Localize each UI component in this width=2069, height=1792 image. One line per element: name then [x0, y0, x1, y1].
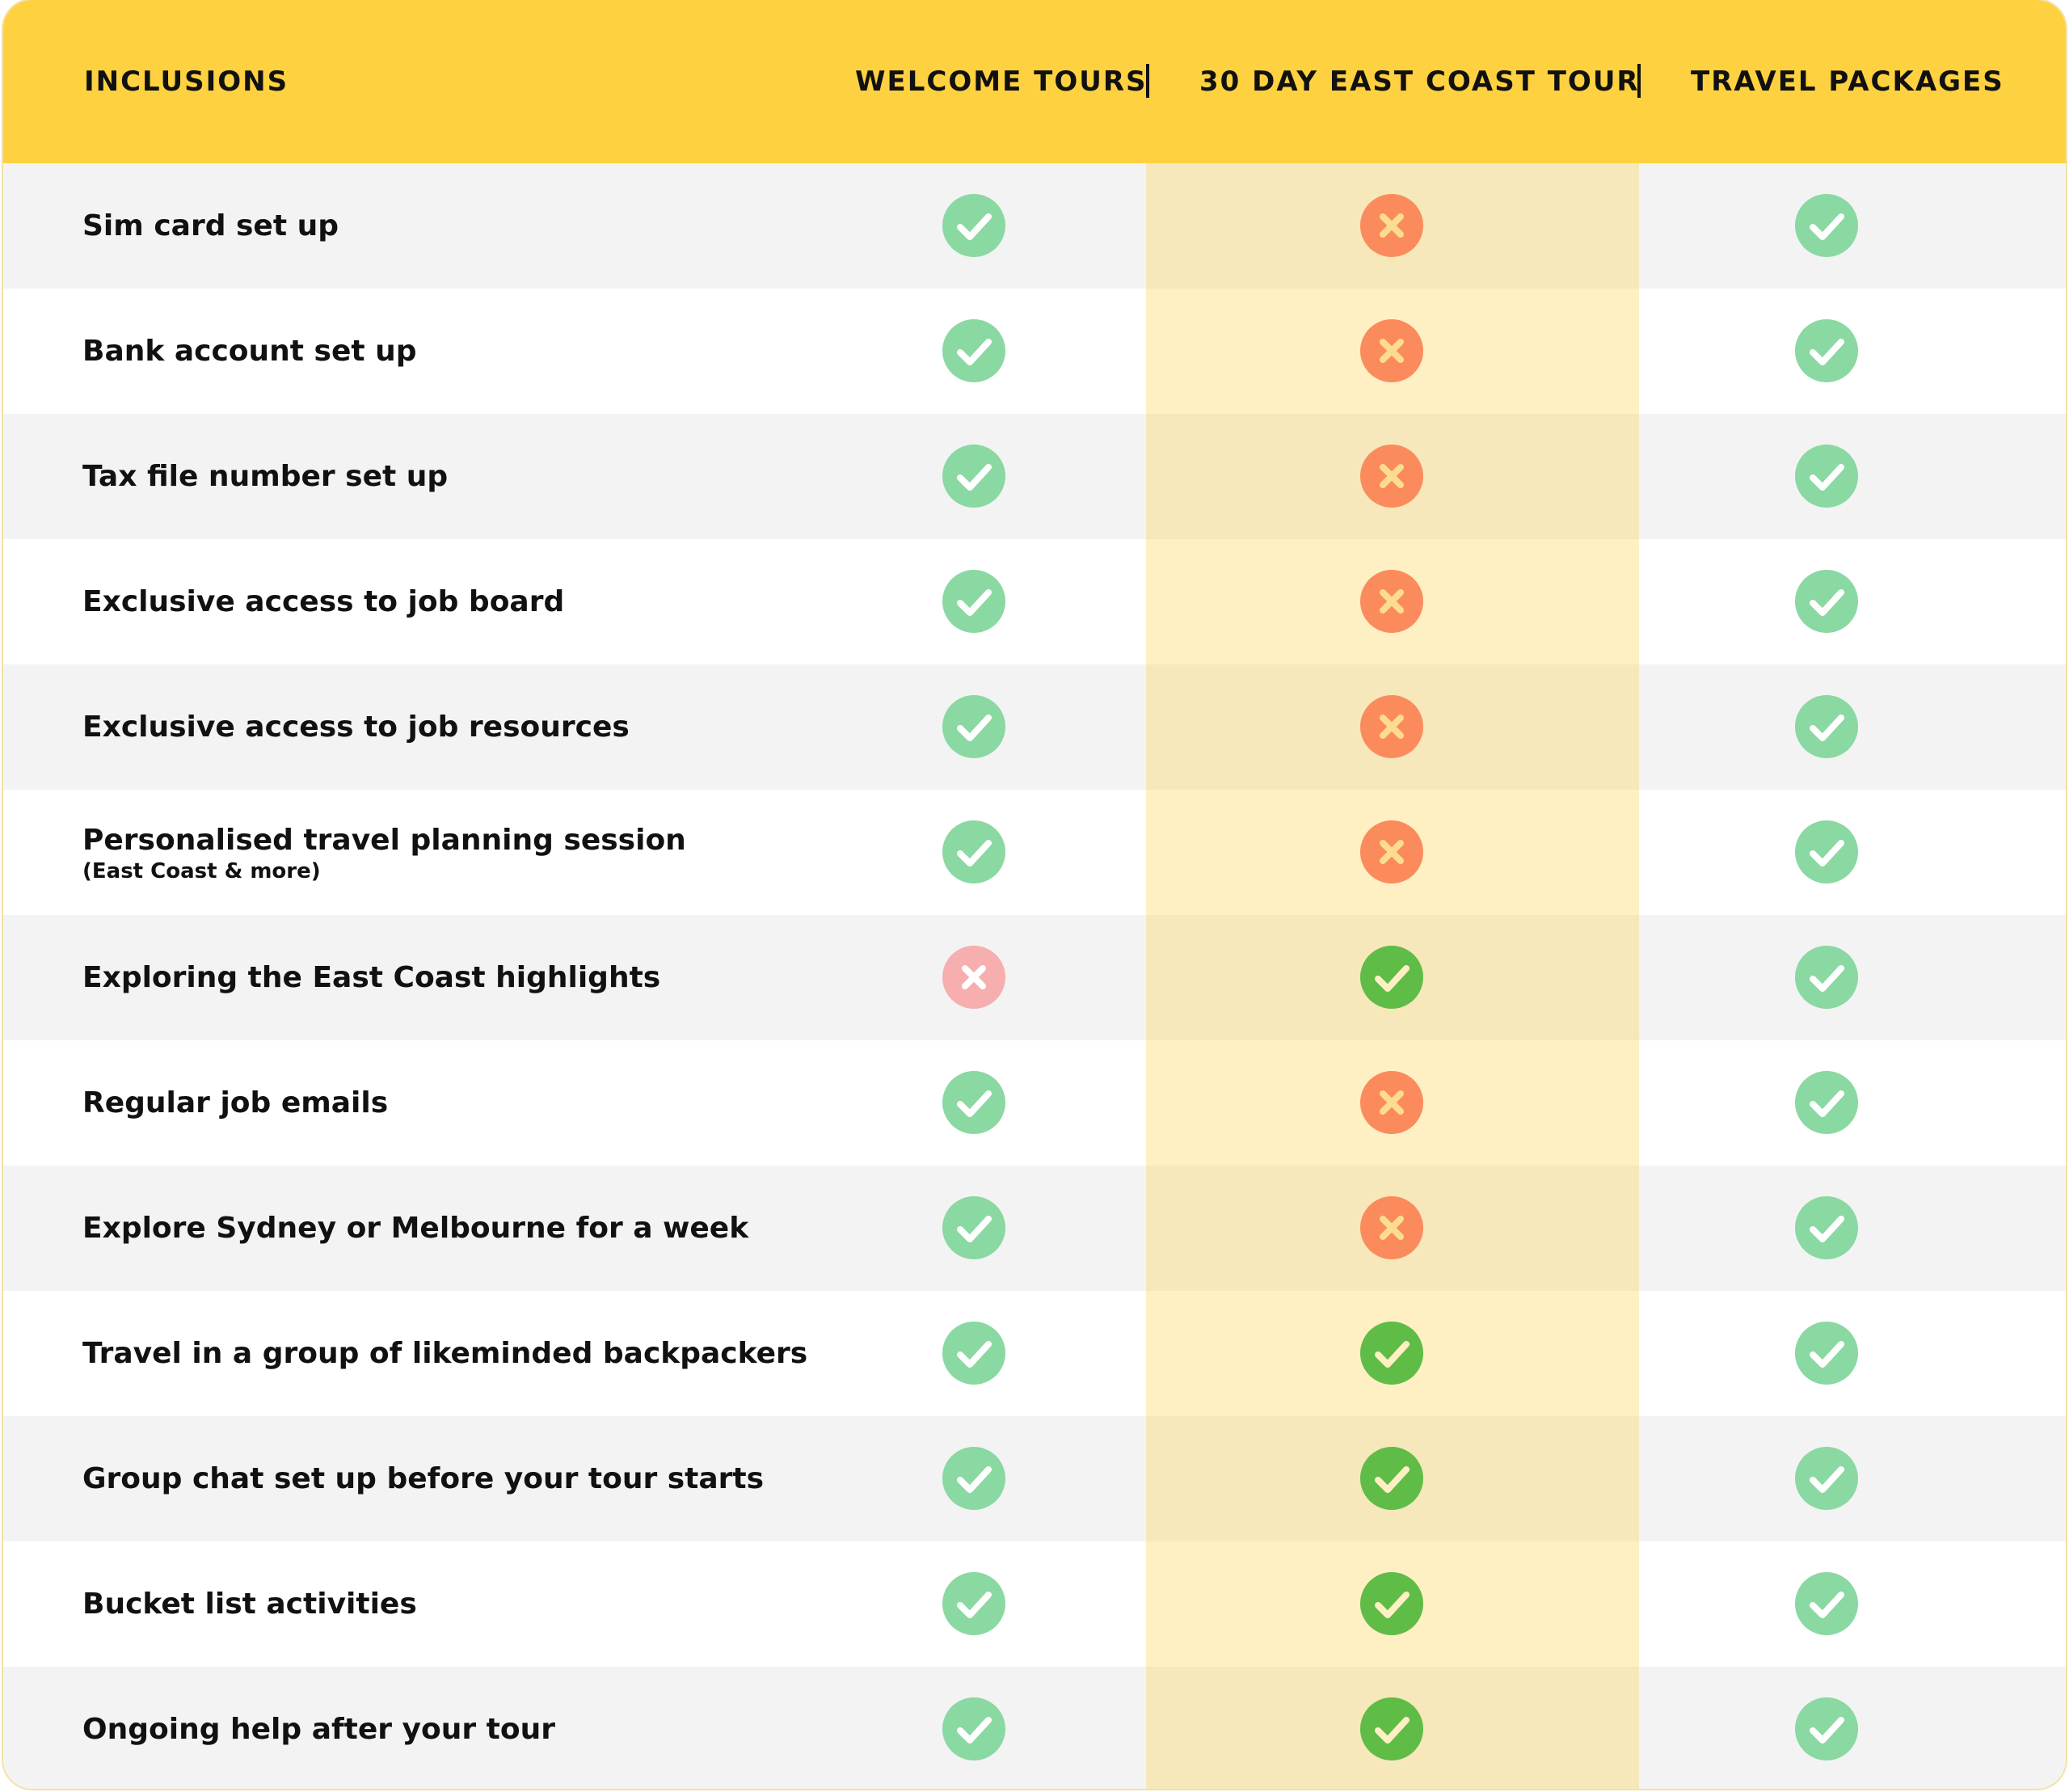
inclusion-name: Exclusive access to job resources — [82, 710, 630, 744]
check-icon — [1360, 1447, 1423, 1510]
table-row: Sim card set up — [3, 163, 2066, 289]
inclusion-label: Exploring the East Coast highlights — [82, 915, 660, 1040]
header-welcome-tours: WELCOME TOURS — [855, 65, 1148, 98]
cross-icon — [1360, 1071, 1423, 1134]
inclusion-name: Sim card set up — [82, 209, 339, 242]
cross-icon — [1360, 695, 1423, 758]
check-icon — [1795, 194, 1858, 257]
inclusion-name: Bucket list activities — [82, 1587, 417, 1621]
inclusion-label: Tax file number set up — [82, 414, 448, 539]
inclusion-name: Exclusive access to job board — [82, 584, 565, 618]
header-separator — [1637, 64, 1641, 98]
inclusion-label: Sim card set up — [82, 163, 339, 289]
header-east-coast-tour: 30 DAY EAST COAST TOUR — [1199, 65, 1640, 98]
check-icon — [942, 445, 1005, 508]
check-icon — [1795, 946, 1858, 1009]
check-icon — [1795, 1196, 1858, 1259]
inclusion-name: Bank account set up — [82, 334, 417, 368]
inclusion-name: Travel in a group of likeminded backpack… — [82, 1336, 808, 1370]
inclusion-label: Bucket list activities — [82, 1541, 417, 1667]
header-travel-packages: TRAVEL PACKAGES — [1691, 65, 2004, 98]
table-header: INCLUSIONS WELCOME TOURS 30 DAY EAST COA… — [3, 0, 2066, 163]
header-inclusions: INCLUSIONS — [84, 65, 289, 98]
cross-icon — [1360, 820, 1423, 883]
check-icon — [1795, 1447, 1858, 1510]
inclusion-label: Ongoing help after your tour — [82, 1667, 555, 1789]
inclusion-note: (East Coast & more) — [82, 858, 321, 883]
inclusion-label: Group chat set up before your tour start… — [82, 1416, 764, 1541]
table-row: Tax file number set up — [3, 414, 2066, 539]
table-row: Personalised travel planning session (Eas… — [3, 790, 2066, 915]
check-icon — [1795, 1322, 1858, 1385]
check-icon — [1360, 1697, 1423, 1760]
check-icon — [942, 570, 1005, 633]
inclusion-label: Bank account set up — [82, 289, 417, 414]
check-icon — [942, 319, 1005, 382]
check-icon — [1795, 1697, 1858, 1760]
table-row: Regular job emails — [3, 1040, 2066, 1166]
cross-icon — [1360, 570, 1423, 633]
inclusion-name: Regular job emails — [82, 1086, 389, 1119]
check-icon — [1795, 820, 1858, 883]
inclusion-label: Travel in a group of likeminded backpack… — [82, 1291, 807, 1416]
check-icon — [1360, 946, 1423, 1009]
inclusion-label: Personalised travel planning session (Eas… — [82, 790, 686, 915]
check-icon — [1795, 1572, 1858, 1635]
table-row: Bank account set up — [3, 289, 2066, 414]
comparison-table: INCLUSIONS WELCOME TOURS 30 DAY EAST COA… — [3, 0, 2066, 1789]
table-row: Exclusive access to job resources — [3, 664, 2066, 790]
check-icon — [942, 1196, 1005, 1259]
cross-icon — [1360, 1196, 1423, 1259]
inclusion-name: Personalised travel planning session — [82, 823, 686, 857]
check-icon — [942, 1572, 1005, 1635]
cross-icon — [1360, 445, 1423, 508]
inclusion-label: Exclusive access to job board — [82, 539, 564, 664]
table-row: Ongoing help after your tour — [3, 1667, 2066, 1789]
inclusion-label: Exclusive access to job resources — [82, 664, 630, 790]
check-icon — [1795, 1071, 1858, 1134]
check-icon — [1795, 319, 1858, 382]
check-icon — [942, 1322, 1005, 1385]
table-row: Exploring the East Coast highlights — [3, 915, 2066, 1040]
check-icon — [1795, 570, 1858, 633]
cross-icon — [1360, 319, 1423, 382]
check-icon — [1795, 445, 1858, 508]
inclusion-name: Exploring the East Coast highlights — [82, 960, 661, 994]
cross-icon — [1360, 194, 1423, 257]
table-row: Explore Sydney or Melbourne for a week — [3, 1166, 2066, 1291]
inclusion-name: Ongoing help after your tour — [82, 1712, 555, 1746]
inclusion-name: Explore Sydney or Melbourne for a week — [82, 1211, 749, 1245]
table-row: Exclusive access to job board — [3, 539, 2066, 664]
check-icon — [1360, 1572, 1423, 1635]
check-icon — [942, 695, 1005, 758]
check-icon — [942, 1447, 1005, 1510]
inclusion-label: Explore Sydney or Melbourne for a week — [82, 1166, 748, 1291]
check-icon — [1795, 695, 1858, 758]
table-row: Travel in a group of likeminded backpack… — [3, 1291, 2066, 1416]
inclusion-name: Tax file number set up — [82, 459, 449, 493]
check-icon — [942, 194, 1005, 257]
check-icon — [1360, 1322, 1423, 1385]
inclusion-label: Regular job emails — [82, 1040, 388, 1166]
check-icon — [942, 1071, 1005, 1134]
check-icon — [942, 820, 1005, 883]
inclusion-name: Group chat set up before your tour start… — [82, 1461, 765, 1495]
table-row: Bucket list activities — [3, 1541, 2066, 1667]
table-row: Group chat set up before your tour start… — [3, 1416, 2066, 1541]
header-separator — [1146, 64, 1149, 98]
check-icon — [942, 1697, 1005, 1760]
cross-icon — [942, 946, 1005, 1009]
